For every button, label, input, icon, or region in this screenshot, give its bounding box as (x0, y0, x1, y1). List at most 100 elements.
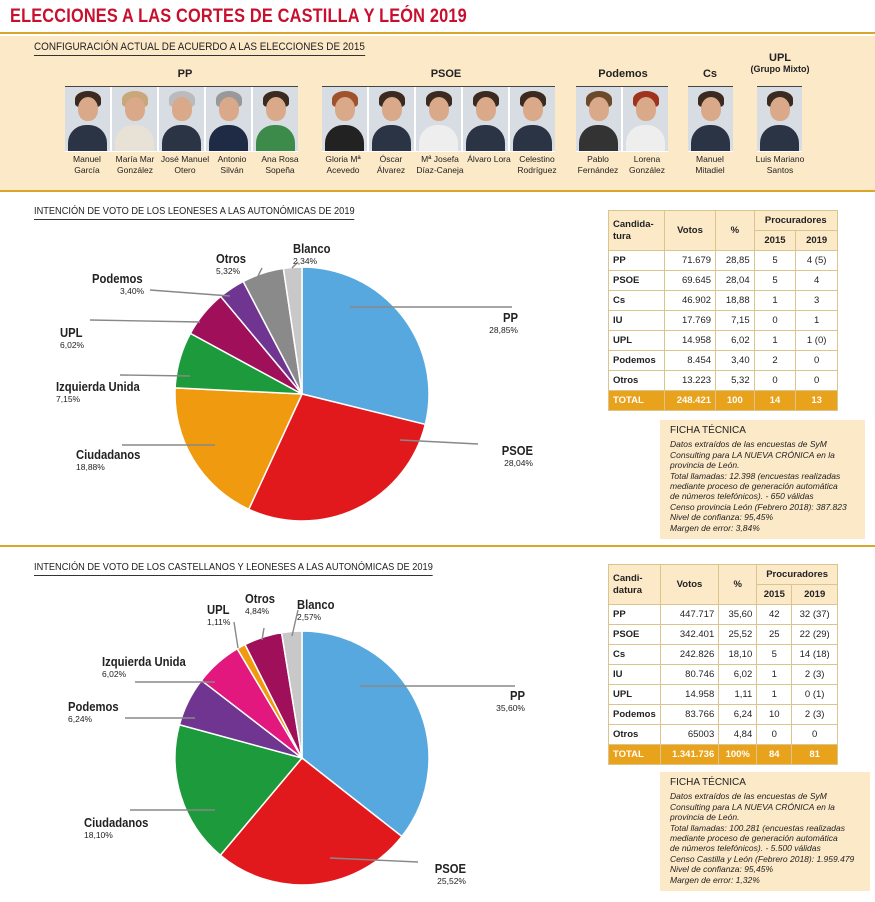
cell-votos: 14.958 (659, 684, 720, 705)
cell-pct: 1,11 (718, 684, 758, 705)
leon-leader-line (89, 319, 201, 323)
cell-votos: 17.769 (663, 310, 717, 331)
ficha-line: Datos extraídos de las encuestas de SyM (670, 439, 827, 450)
member-name: Ana Rosa Sopeña (261, 154, 299, 175)
total-cell-p2015: 84 (756, 744, 793, 765)
member-name: Gloria Mª Acevedo (325, 154, 361, 175)
cyl-leader-line (291, 609, 299, 637)
total-cell-p2019: 81 (791, 744, 838, 765)
total-cell-pct: 100 (715, 390, 755, 411)
cell-party: PP (608, 604, 661, 625)
table-row: PSOE 69.645 28,04 5 4 (608, 270, 838, 291)
cell-party: PSOE (608, 270, 665, 291)
cell-party: Otros (608, 370, 665, 391)
cyl-label-upl: UPL 1,11% (207, 603, 231, 627)
ficha-line: Total llamadas: 12.398 (encuestas realiz… (670, 470, 841, 481)
portrait-photo (206, 87, 251, 151)
cyl-label-podemos: Podemos 6,24% (68, 700, 119, 724)
cell-pct: 28,04 (715, 270, 755, 291)
leon-label-upl: UPL 6,02% (60, 326, 85, 350)
member-name: José Manuel Otero (160, 154, 210, 175)
cell-pct: 6,24 (718, 704, 758, 725)
col-header-procuradores: Procuradores (756, 564, 838, 585)
cell-p2015: 5 (753, 250, 797, 271)
leon-label-pp: PP 28,85% (489, 311, 518, 335)
col-header-candidatura: Candida-tura (608, 210, 665, 251)
cell-p2015: 25 (756, 624, 793, 645)
cell-p2015: 1 (756, 684, 793, 705)
separator (0, 190, 875, 192)
cyl-label-pp: PP 35,60% (496, 689, 525, 713)
portrait-photo (322, 87, 367, 151)
leon-label-otros: Otros 5,32% (216, 252, 247, 276)
table-row: Otros 65003 4,84 0 0 (608, 724, 838, 745)
portrait-photo (159, 87, 204, 151)
table-row: Podemos 83.766 6,24 10 2 (3) (608, 704, 838, 725)
party-label-podemos: Podemos (598, 68, 648, 80)
leon-leader-line (119, 374, 191, 377)
cell-p2015: 1 (753, 290, 797, 311)
cyl-leader-line (329, 857, 419, 863)
total-cell-party: TOTAL (608, 744, 661, 765)
cyl-results-table: Candi-datura Votos % Procuradores 2015 2… (608, 564, 838, 765)
ficha-title: FICHA TÉCNICA (670, 777, 746, 788)
portrait-photo (369, 87, 414, 151)
col-header-procuradores: Procuradores (753, 210, 839, 231)
cell-votos: 13.223 (663, 370, 717, 391)
leon-leader-line (399, 439, 479, 445)
header-bar: ELECCIONES A LAS CORTES DE CASTILLA Y LE… (0, 0, 875, 34)
leon-leader-line (291, 261, 299, 269)
cyl-label-blanco: Blanco 2,57% (297, 598, 335, 622)
col-header-2019: 2019 (791, 584, 838, 605)
member-name: Pablo Fernández (577, 154, 619, 175)
total-cell-p2019: 13 (795, 390, 838, 411)
col-header-candidatura: Candi-datura (608, 564, 661, 605)
ficha-line: Nivel de confianza: 95,45% (670, 864, 774, 875)
cell-p2019: 0 (1) (791, 684, 838, 705)
leon-results-table: Candida-tura Votos % Procuradores 2015 2… (608, 210, 839, 411)
member-name: Manuel García (73, 154, 101, 175)
table-row: PSOE 342.401 25,52 25 22 (29) (608, 624, 838, 645)
cyl-label-psoe: PSOE 25,52% (434, 862, 466, 886)
member-name: Mª Josefa Díaz-Caneja (416, 154, 464, 175)
cell-p2019: 4 (795, 270, 838, 291)
cell-votos: 65003 (659, 724, 720, 745)
photos-psoe (322, 86, 555, 152)
table-row: PP 447.717 35,60 42 32 (37) (608, 604, 838, 625)
portrait-photo (463, 87, 508, 151)
ficha-line: Consulting para LA NUEVA CRÓNICA en la (670, 449, 835, 460)
cell-votos: 447.717 (659, 604, 720, 625)
main-title: ELECCIONES A LAS CORTES DE CASTILLA Y LE… (10, 6, 467, 27)
total-cell-votos: 248.421 (663, 390, 717, 411)
cell-votos: 8.454 (663, 350, 717, 371)
cyl-leader-line (233, 621, 239, 649)
portrait-photo (253, 87, 298, 151)
cell-party: Cs (608, 644, 661, 665)
col-header-2015: 2015 (753, 230, 797, 251)
portrait-photo (576, 87, 621, 151)
cell-pct: 18,88 (715, 290, 755, 311)
cell-p2019: 2 (3) (791, 664, 838, 685)
col-header-2019: 2019 (795, 230, 838, 251)
cell-p2015: 1 (753, 330, 797, 351)
total-row: TOTAL 248.421 100 14 13 (608, 390, 838, 411)
member-name: Lorena González (629, 154, 665, 175)
cell-party: UPL (608, 330, 665, 351)
col-header-pct: % (715, 210, 755, 251)
cyl-label-iu: Izquierda Unida 6,02% (102, 655, 186, 679)
table-row: Cs 46.902 18,88 1 3 (608, 290, 838, 311)
cell-p2015: 0 (756, 724, 793, 745)
cell-p2015: 0 (753, 310, 797, 331)
ficha-line: de números telefónicos). - 650 válidas (670, 491, 814, 502)
ficha-line: Censo provincia León (Febrero 2018): 387… (670, 501, 847, 512)
cell-p2019: 1 (0) (795, 330, 838, 351)
photos-cs (688, 86, 733, 152)
table-row: Otros 13.223 5,32 0 0 (608, 370, 838, 391)
portrait-photo (688, 87, 733, 151)
ficha-line: Datos extraídos de las encuestas de SyM (670, 791, 827, 802)
total-cell-party: TOTAL (608, 390, 665, 411)
cell-p2019: 14 (18) (791, 644, 838, 665)
cell-p2019: 2 (3) (791, 704, 838, 725)
cell-party: UPL (608, 684, 661, 705)
cell-p2019: 0 (795, 370, 838, 391)
